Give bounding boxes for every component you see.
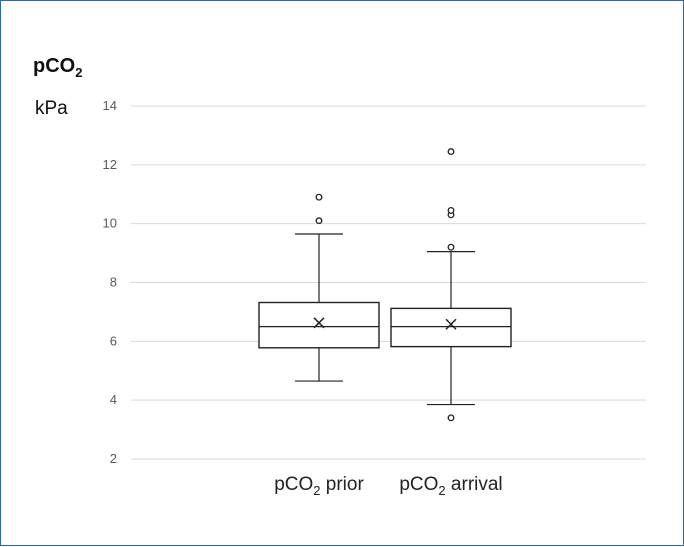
y-tick-label: 4 [110, 392, 117, 407]
mean-marker [445, 318, 457, 330]
gridlines [131, 105, 646, 460]
box-2 [390, 148, 512, 422]
y-tick-label: 10 [103, 216, 117, 231]
y-tick-labels: 2 4 6 8 10 12 14 [103, 98, 117, 466]
y-tick-label: 2 [110, 451, 117, 466]
y-axis-unit: kPa [35, 98, 68, 119]
y-tick-label: 6 [110, 333, 117, 348]
outlier-point [447, 148, 455, 156]
y-tick-label: 8 [110, 275, 117, 290]
y-tick-label: 14 [103, 98, 117, 113]
box-1 [258, 193, 380, 382]
boxes [258, 148, 512, 422]
iqr-box [390, 307, 512, 348]
outlier-point [447, 414, 455, 422]
category-labels: pCO2 prior pCO2 arrival [274, 474, 502, 498]
outlier-point [315, 193, 323, 201]
outlier-point [447, 243, 455, 251]
iqr-box [258, 301, 380, 349]
y-tick-label: 12 [103, 157, 117, 172]
outlier-point [315, 217, 323, 225]
mean-marker [313, 317, 325, 329]
outlier-point [447, 206, 455, 214]
category-label: pCO2 prior [274, 474, 364, 498]
chart-title: pCO2 [33, 55, 82, 80]
category-label: pCO2 arrival [399, 474, 502, 498]
